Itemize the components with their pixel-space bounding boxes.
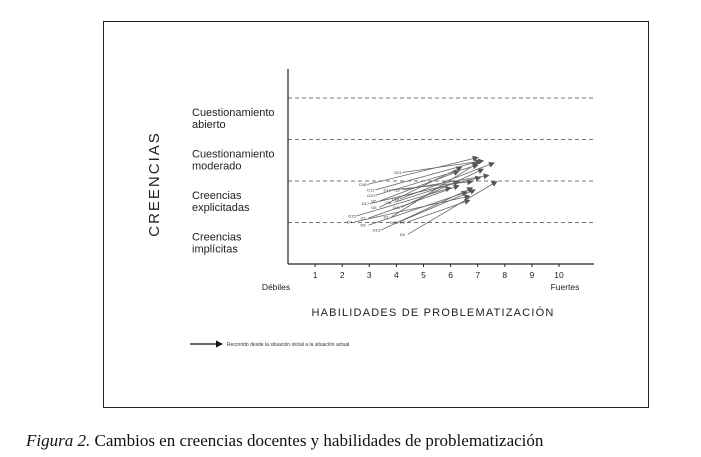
participant-label: D5 (371, 205, 377, 210)
trajectory-arrow (391, 162, 479, 218)
legend-text: Recorrido desde la situación inicial a l… (227, 342, 349, 348)
participant-label: D3 (394, 187, 400, 192)
caption-text: Cambios en creencias docentes y habilida… (94, 431, 544, 450)
category-label: Creencias implícitas (192, 231, 242, 255)
x-tick-label: 5 (421, 270, 426, 280)
category-label: Cuestionamiento moderado (192, 148, 275, 172)
trajectory-arrow (379, 170, 460, 202)
trajectory-arrow (400, 168, 485, 208)
y-axis-label: CREENCIAS (146, 131, 163, 237)
participant-label: D9 (361, 223, 367, 228)
trajectory-arrow (402, 158, 485, 173)
participant-label: D1 (384, 214, 390, 219)
participant-label: D14 (384, 187, 392, 192)
participant-label: D21 (394, 170, 402, 175)
trajectory-arrow (402, 173, 490, 191)
participant-label: D2 (400, 219, 406, 224)
trajectory-arrow (368, 184, 460, 219)
figure-caption: Figura 2. Cambios en creencias docentes … (26, 431, 543, 451)
x-tick-labels: 1 2 3 4 5 6 7 8 9 10 (313, 264, 564, 280)
x-tick-label: 9 (530, 270, 535, 280)
trajectory-arrow (375, 159, 482, 191)
trajectory-arrow (379, 166, 463, 208)
category-gridlines (288, 97, 594, 223)
x-tick-label: 7 (475, 270, 480, 280)
participant-label: D7 (361, 216, 367, 221)
legend: Recorrido desde la situación inicial a l… (190, 340, 349, 348)
trajectory-arrow (398, 189, 476, 223)
participant-label: D11 (393, 205, 401, 210)
participant-label: D12 (367, 187, 375, 192)
participant-label: D17 (362, 201, 370, 206)
trajectory-arrows (354, 155, 498, 235)
chart: Creencias implícitas Creencias explicitadas… (146, 69, 594, 348)
x-end-label-left: Débiles (262, 282, 290, 292)
participant-label: D6 (371, 199, 377, 204)
category-label: Cuestionamiento abierto (192, 107, 275, 131)
trajectory-arrow (367, 155, 479, 185)
x-tick-label: 3 (367, 270, 372, 280)
participant-label: D4 (347, 219, 353, 224)
category-label: Creencias explicitadas (192, 190, 250, 214)
x-tick-label: 10 (554, 270, 564, 280)
participant-label: D10 (367, 193, 375, 198)
caption-label: Figura 2. (26, 431, 91, 450)
participant-label: D15 (348, 214, 356, 219)
trajectory-arrow (407, 181, 498, 235)
axes (287, 69, 594, 265)
participant-label: D4 (400, 232, 406, 237)
x-tick-label: 8 (502, 270, 507, 280)
x-axis-label: HABILIDADES DE PROBLEMATIZACIÓN (312, 306, 555, 319)
participant-label: D18 (392, 197, 400, 202)
participant-label: D13 (373, 228, 381, 233)
x-tick-label: 2 (340, 270, 345, 280)
participant-label: D19 (390, 220, 398, 225)
trajectory-arrow (369, 175, 482, 204)
figure-frame: Creencias implícitas Creencias explicitadas… (103, 21, 649, 408)
category-labels: Creencias implícitas Creencias explicitadas… (192, 107, 275, 256)
trajectory-arrow (380, 187, 474, 231)
x-end-label-right: Fuertes (551, 282, 580, 292)
x-tick-label: 6 (448, 270, 453, 280)
trajectory-arrow (356, 186, 452, 217)
x-tick-label: 4 (394, 270, 399, 280)
participant-label: D16 (359, 182, 367, 187)
participant-label: D8 (386, 200, 392, 205)
x-tick-label: 1 (313, 270, 318, 280)
